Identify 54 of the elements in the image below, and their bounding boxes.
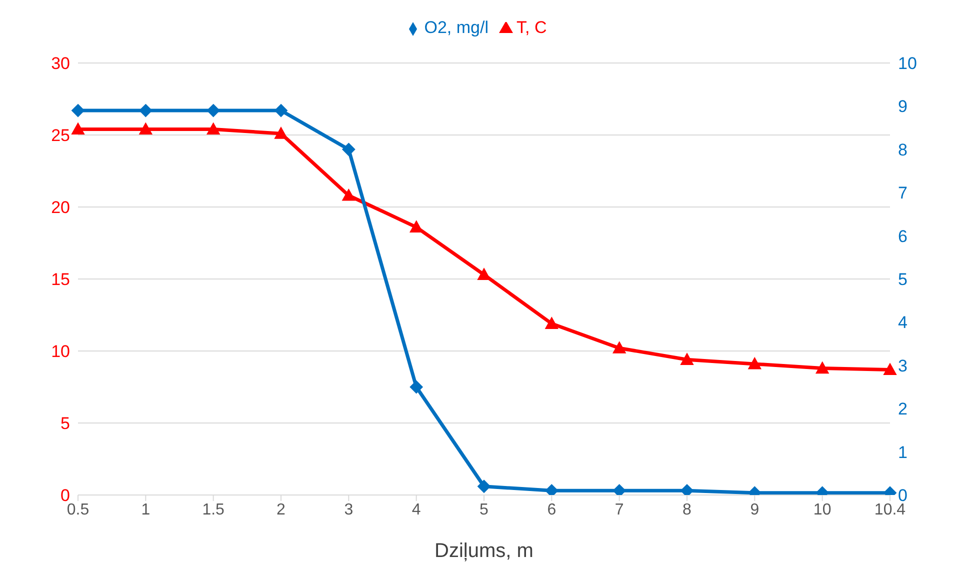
point — [612, 342, 626, 354]
y-tick-label: 30 — [51, 54, 70, 74]
y2-tick-label: 6 — [898, 226, 908, 246]
y2-tick-label: 7 — [898, 184, 908, 203]
point — [680, 484, 694, 495]
point — [139, 122, 152, 135]
point — [274, 127, 288, 139]
point — [545, 484, 558, 495]
x-tick-label: 7 — [614, 501, 624, 518]
y2-tick-label: 3 — [898, 356, 908, 376]
y-tick-label: 15 — [51, 270, 70, 290]
x-tick-label: 9 — [750, 501, 760, 518]
x-tick-label: 1 — [141, 501, 150, 518]
point — [816, 362, 829, 374]
x-tick-label: 8 — [682, 501, 692, 518]
y2-tick-label: 4 — [898, 313, 908, 332]
point — [274, 104, 288, 118]
point — [680, 353, 694, 365]
x-tick-label: 5 — [480, 501, 489, 518]
y-tick-label: 10 — [51, 342, 70, 362]
x-axis-title: Dziļums, m — [434, 540, 534, 562]
point — [72, 104, 84, 118]
point — [139, 104, 152, 118]
point — [478, 480, 490, 493]
y2-tick-label: 9 — [898, 97, 908, 116]
x-tick-label: 6 — [547, 501, 556, 518]
point — [342, 188, 356, 201]
y2-tick-label: 8 — [898, 140, 908, 160]
point — [410, 220, 423, 232]
y2-tick-label: 1 — [898, 442, 908, 462]
x-tick-label: 4 — [412, 501, 421, 518]
point — [478, 268, 490, 280]
point — [206, 122, 220, 135]
y2-tick-label: 10 — [898, 54, 917, 74]
x-tick-label: 3 — [344, 501, 354, 518]
point — [612, 484, 626, 495]
y-tick-label: 5 — [60, 414, 70, 434]
point — [72, 122, 84, 135]
point — [206, 104, 220, 118]
x-tick-label: 2 — [276, 501, 286, 518]
y-tick-label: 20 — [51, 198, 70, 218]
x-tick-label: 10.4 — [874, 501, 906, 518]
x-tick-label: 10 — [813, 501, 832, 518]
y-tick-label: 25 — [51, 126, 70, 146]
point — [342, 142, 356, 156]
legend-label: T, C — [516, 18, 547, 37]
point — [748, 357, 762, 370]
x-tick-label: 1.5 — [202, 501, 225, 518]
y2-tick-label: 2 — [898, 400, 908, 419]
legend-label: O2, mg/l — [424, 18, 488, 37]
y2-tick-label: 5 — [898, 270, 908, 290]
point — [884, 363, 896, 376]
point — [545, 317, 558, 329]
point — [410, 380, 423, 394]
